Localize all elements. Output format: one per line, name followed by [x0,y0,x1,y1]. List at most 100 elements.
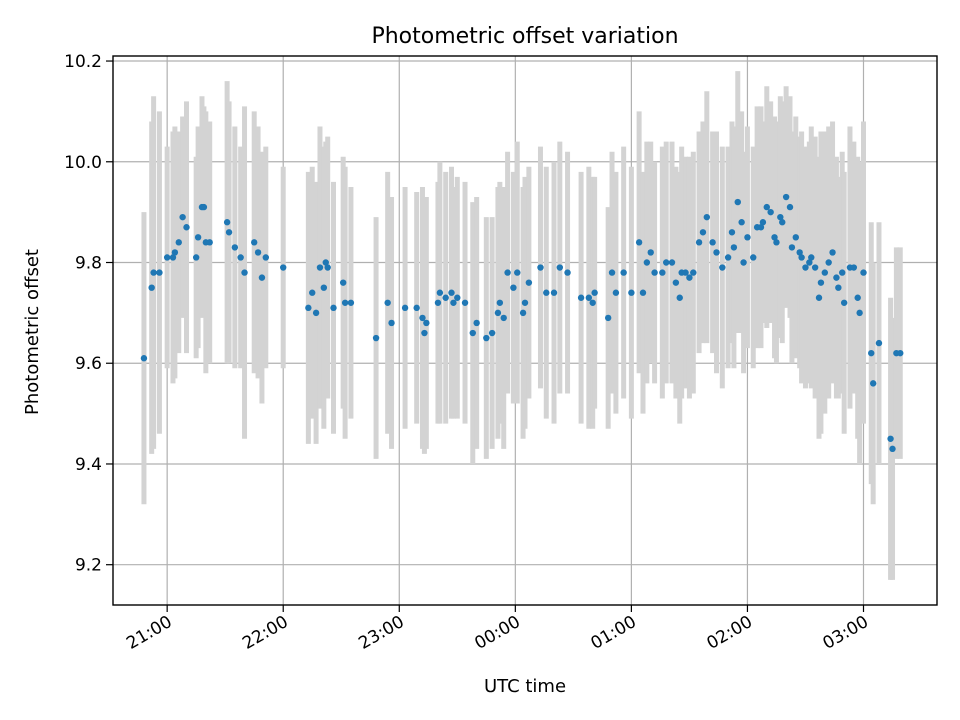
y-tick-label: 9.8 [75,254,102,274]
data-point [163,254,171,261]
data-point [759,219,767,226]
data-point [156,269,163,276]
data-point [856,309,863,317]
data-point [448,289,455,296]
data-point [347,299,355,306]
data-point [815,294,823,301]
data-point [829,249,836,256]
data-point [808,254,815,261]
data-point [241,269,248,276]
data-point [779,219,786,226]
data-point [280,264,287,271]
data-point [703,213,711,221]
data-point [782,193,790,201]
data-point [817,279,825,286]
data-point [668,259,676,266]
data-point [384,299,391,306]
data-point [413,304,420,312]
data-point [421,329,428,337]
data-point [169,254,177,261]
x-tick-label: 03:00 [820,612,872,654]
data-point [719,264,726,271]
data-point [730,244,738,251]
data-point [724,254,732,261]
data-point [514,269,521,276]
data-point [695,239,703,246]
data-point [316,264,324,271]
data-point [604,314,612,322]
data-point [839,269,846,276]
data-point [750,254,757,261]
data-point [150,269,157,276]
data-point [341,299,349,306]
plot-frame [112,55,938,606]
data-point [194,234,202,241]
data-point [223,219,231,226]
x-tick-label: 23:00 [355,612,407,654]
data-point [564,269,571,276]
data-point [461,299,469,306]
data-point [676,294,683,301]
data-point [897,349,904,357]
data-point [672,279,680,286]
data-point [543,289,550,296]
data-point [869,380,877,387]
data-point [850,264,858,271]
data-point [740,259,747,266]
data-point [628,289,635,296]
x-tick-label: 02:00 [704,612,756,654]
y-tick-label: 9.2 [75,556,102,576]
data-point [686,274,693,281]
data-point [854,294,861,301]
data-point [254,249,262,256]
data-point [777,213,784,221]
y-tick-label: 9.6 [75,354,102,374]
data-point [483,334,490,342]
data-point [372,334,380,342]
data-point [454,294,461,301]
data-point [635,239,643,246]
data-point [550,289,558,296]
data-point [589,299,596,306]
y-axis-ticks: 9.2 9.4 9.6 9.8 10.0 10.2 [64,52,113,576]
data-point [262,254,270,261]
data-point [525,279,533,286]
data-point [401,304,409,312]
data-point [833,274,840,281]
data-point [577,294,585,301]
data-point [450,299,457,306]
data-point [811,264,819,271]
data-point [659,269,666,276]
data-point [792,234,799,241]
data-point [251,239,258,246]
data-point [179,213,186,221]
data-point [309,289,316,296]
data-point [771,234,778,241]
data-point [206,239,213,246]
data-point [840,299,848,306]
data-point [806,259,813,266]
data-point [339,279,347,286]
data-point [728,229,736,236]
data-point [612,289,620,296]
x-tick-label: 00:00 [471,612,523,654]
data-point [171,249,179,256]
data-point [786,203,794,211]
data-point [639,289,647,296]
data-point [175,239,182,246]
data-point [709,239,716,246]
data-point [469,329,476,337]
data-point [889,445,896,453]
data-point [763,203,770,211]
x-axis-label: UTC time [484,676,566,697]
data-point [200,203,208,211]
error-bars [141,71,903,580]
data-point [494,309,502,317]
data-point [225,229,233,236]
data-point [192,254,200,261]
data-point [510,284,517,291]
x-tick-label: 21:00 [123,612,175,654]
data-point [312,309,320,317]
data-point [585,294,593,301]
